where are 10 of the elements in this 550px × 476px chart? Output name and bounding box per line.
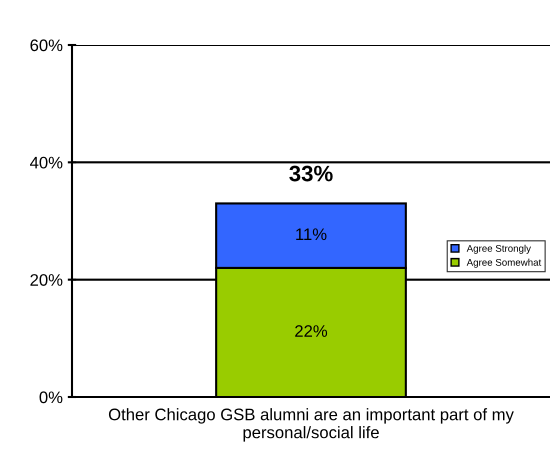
y-tick-label: 20%: [30, 274, 62, 286]
y-tick-label: 40%: [30, 156, 62, 169]
data-label: 22%: [295, 325, 328, 337]
y-tick-label: 60%: [30, 39, 62, 52]
legend-label: Agree Somewhat: [466, 258, 542, 268]
legend-label: Agree Strongly: [466, 244, 531, 254]
data-label: 11%: [296, 228, 326, 240]
total-label: 33%: [289, 166, 333, 182]
y-tick-label: 0%: [40, 391, 62, 404]
x-tick-label: Other Chicago GSB alumni are an important part of my personal/social life: [108, 408, 514, 442]
